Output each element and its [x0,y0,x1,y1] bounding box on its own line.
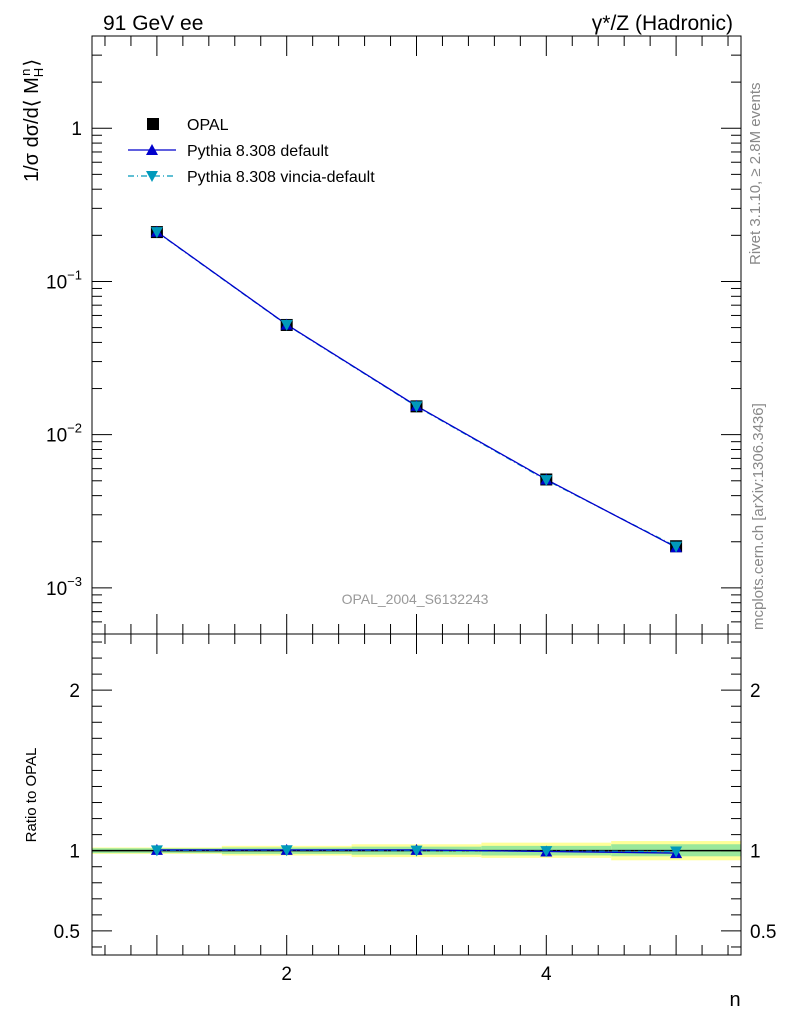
legend-label-default: Pythia 8.308 default [187,143,329,160]
main-panel: 110−110−210−3 OPAL_2004_S6132243 1/σ dσ/… [18,35,742,635]
ratio-series [92,843,741,859]
legend-label-opal: OPAL [187,117,229,134]
ratio-vincia-point [280,845,293,857]
ratio-ylabel: Ratio to OPAL [23,748,40,843]
main-ytick-label: 10−3 [46,574,82,600]
vincia-point [670,541,683,553]
side-label-mcplots: mcplots.cern.ch [arXiv:1306.3436] [750,403,767,630]
x-axis-label: n [729,989,740,1011]
main-ytick-base: 10 [46,579,67,600]
main-series [150,225,683,553]
main-ytick-base: 10 [46,272,67,293]
ratio-line-vincia [156,849,677,853]
legend-marker-default [146,144,158,155]
legend-marker-opal [147,118,159,130]
ratio-ytick-label: 1 [69,842,80,863]
legend: OPAL Pythia 8.308 default Pythia 8.308 v… [128,117,375,186]
series-line-default [156,231,677,548]
series-line-vincia [156,231,677,548]
xtick-label: 2 [281,964,292,985]
main-ytick-label: 10−1 [46,267,82,293]
legend-marker-vincia [146,171,158,182]
vincia-point [410,401,423,413]
ratio-ticks: 2 2 1 1 0.5 0.5 2 4 [54,634,776,985]
ratio-frame [91,633,742,956]
watermark: OPAL_2004_S6132243 [342,591,489,607]
ratio-ytick-label-right: 1 [750,842,761,863]
ratio-ytick-label: 0.5 [54,922,80,943]
ratio-ytick-label-right: 0.5 [750,922,776,943]
main-ytick-base: 1 [71,119,82,140]
ratio-panel: 2 2 1 1 0.5 0.5 2 4 Ratio to OPAL n [23,633,776,1011]
side-label-rivet: Rivet 3.1.10, ≥ 2.8M events [747,83,764,266]
main-ytick-base: 10 [46,426,67,447]
header-left: 91 GeV ee [103,12,203,35]
legend-label-vincia: Pythia 8.308 vincia-default [187,169,375,186]
header-right: γ*/Z (Hadronic) [592,12,733,35]
main-ytick-label: 1 [71,119,82,140]
main-ylabel: 1/σ dσ/d⟨ MHn⟩ [18,59,46,182]
vincia-point [280,319,293,331]
ratio-vincia-point [150,845,163,857]
main-ytick-exp: −2 [67,421,82,436]
ratio-ytick-label-right: 2 [750,681,761,702]
ratio-vincia-point [540,846,553,858]
vincia-point [150,227,163,239]
ratio-vincia-point [670,846,683,858]
xtick-label: 4 [541,964,552,985]
main-ytick-exp: −1 [67,267,82,282]
vincia-point [540,475,553,487]
main-ytick-exp: −3 [67,574,82,589]
ratio-vincia-point [410,845,423,857]
main-ytick-label: 10−2 [46,421,82,447]
main-ticks: 110−110−210−3 [46,35,741,635]
ratio-ytick-label: 2 [69,681,80,702]
